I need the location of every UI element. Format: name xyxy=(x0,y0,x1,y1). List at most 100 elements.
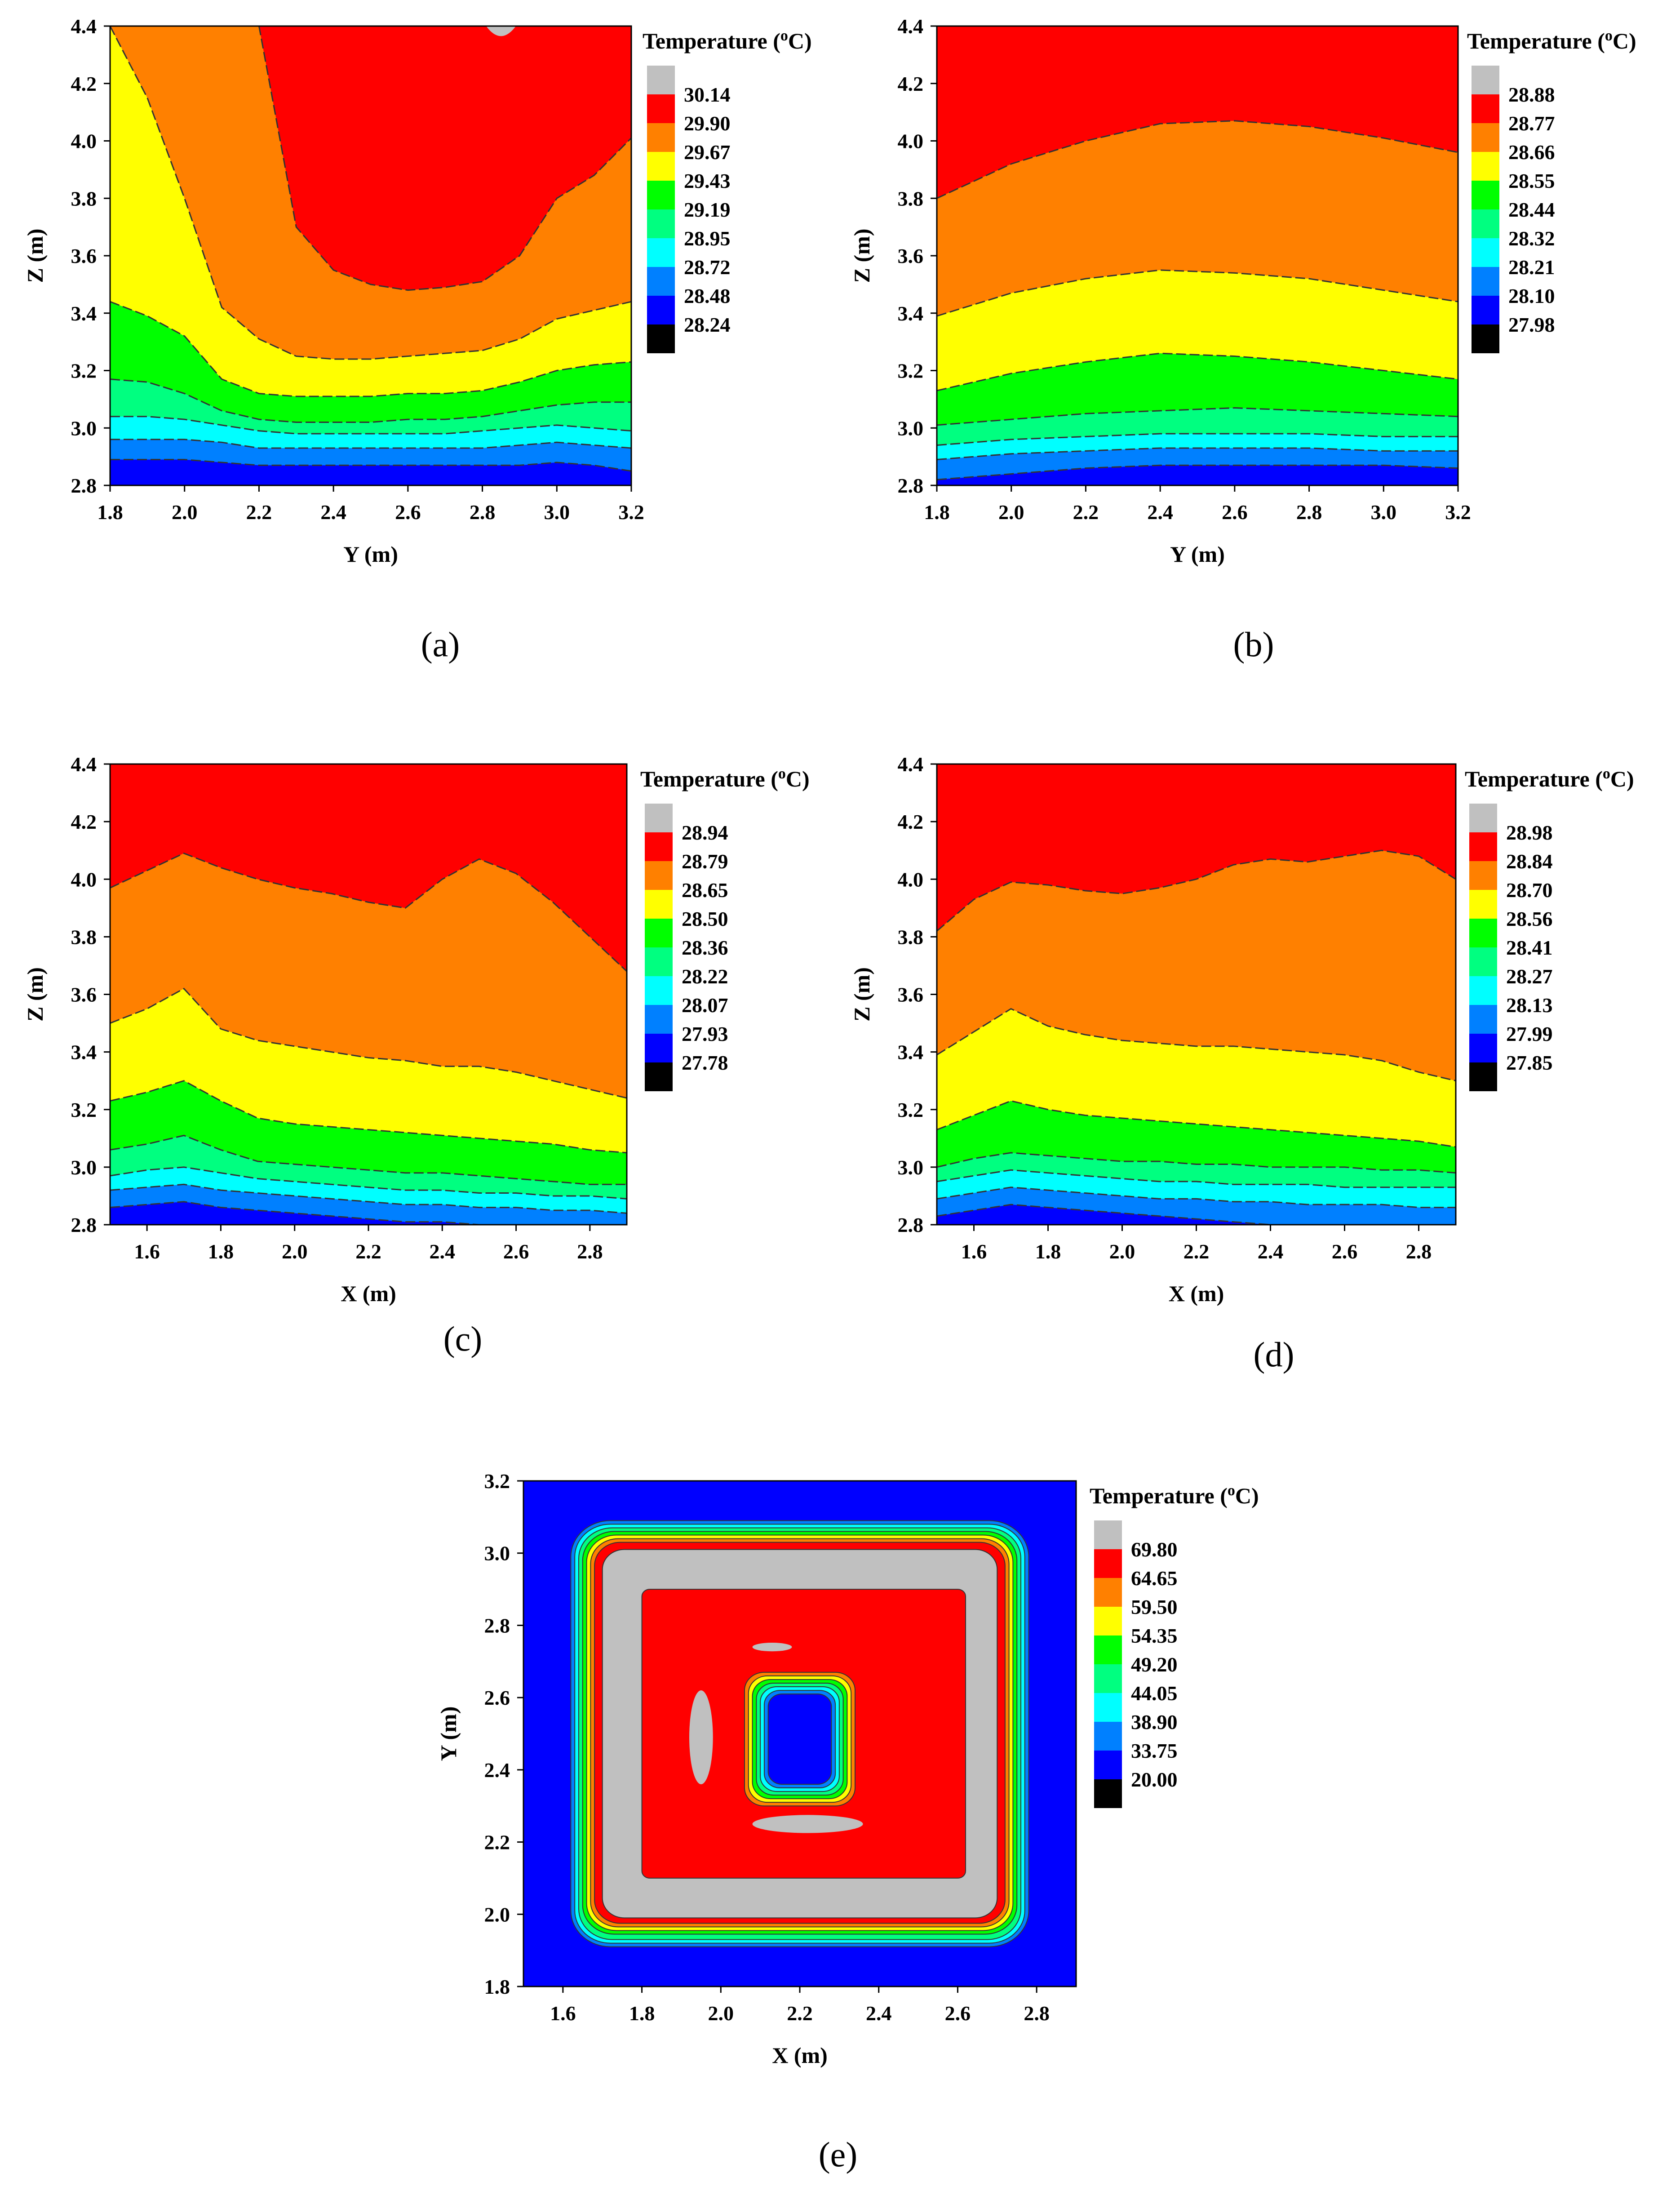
legend-level-label: 59.50 xyxy=(1131,1595,1178,1618)
legend-swatch xyxy=(645,1005,673,1034)
contour-line xyxy=(937,269,1458,317)
y-tick-label: 3.4 xyxy=(898,302,924,325)
legend-level-label: 28.21 xyxy=(1508,256,1555,279)
temperature-ring xyxy=(767,1693,832,1785)
legend-swatch xyxy=(1094,1520,1122,1549)
legend-swatch xyxy=(1469,890,1497,919)
x-axis-label: Y (m) xyxy=(343,542,398,567)
x-tick-label: 1.6 xyxy=(961,1240,987,1263)
legend-level-label: 28.10 xyxy=(1508,284,1555,307)
legend-swatch xyxy=(1472,209,1499,238)
y-tick-label: 4.2 xyxy=(71,810,97,833)
x-axis: 1.8 2.0 2.2 2.4 2.6 2.8 3.0 3.2 xyxy=(97,485,644,524)
contour-line xyxy=(937,1204,1456,1225)
legend-swatch xyxy=(1469,947,1497,976)
panel-caption: (d) xyxy=(1254,1335,1294,1374)
contour-line xyxy=(110,26,631,291)
panel-caption: (c) xyxy=(443,1319,483,1358)
y-tick-label: 4.0 xyxy=(71,130,97,153)
x-tick-label: 2.6 xyxy=(1222,501,1248,524)
y-axis: 2.8 3.0 3.2 3.4 3.6 3.8 4.0 4.2 4.4 xyxy=(898,15,937,497)
legend-level-label: 28.84 xyxy=(1506,850,1553,873)
legend-level-label: 28.66 xyxy=(1508,141,1555,164)
contour-line xyxy=(110,1201,627,1225)
legend-level-label: 29.19 xyxy=(684,198,731,221)
legend-swatch xyxy=(1094,1607,1122,1635)
legend-swatch xyxy=(645,1034,673,1062)
legend-level-label: 28.07 xyxy=(682,994,728,1017)
legend-swatch xyxy=(1094,1664,1122,1693)
contour-line xyxy=(110,1080,627,1154)
plot-area xyxy=(937,764,1456,1225)
y-tick-label: 3.0 xyxy=(71,417,97,440)
contour-line xyxy=(937,120,1458,199)
y-tick-label: 3.4 xyxy=(71,1041,97,1064)
panel-b: 1.8 2.0 2.2 2.4 2.6 2.8 3.0 3.2 2.8 3.0 3.2 3.4 3.6 3… xyxy=(849,15,1636,664)
y-tick-label: 3.6 xyxy=(71,244,97,267)
legend-swatch xyxy=(647,209,675,238)
contour-line xyxy=(937,1169,1456,1188)
legend-swatch xyxy=(1469,832,1497,861)
x-tick-label: 2.0 xyxy=(172,501,198,524)
x-tick-label: 1.8 xyxy=(1035,1240,1061,1263)
legend-level-label: 28.94 xyxy=(682,821,728,844)
legend-level-label: 28.27 xyxy=(1506,965,1553,988)
legend-swatch xyxy=(647,296,675,324)
x-tick-label: 2.0 xyxy=(708,2002,734,2025)
temperature-band xyxy=(110,26,631,290)
legend-level-label: 28.36 xyxy=(682,936,728,959)
y-tick-label: 2.8 xyxy=(484,1614,510,1637)
x-axis-label: X (m) xyxy=(1169,1281,1224,1306)
contour-line xyxy=(110,416,631,435)
x-tick-label: 2.8 xyxy=(1024,2002,1050,2025)
legend-swatch xyxy=(647,66,675,94)
x-tick-label: 3.2 xyxy=(618,501,644,524)
x-tick-label: 1.6 xyxy=(550,2002,576,2025)
y-tick-label: 2.8 xyxy=(898,1213,924,1236)
x-tick-label: 2.8 xyxy=(1296,501,1322,524)
y-tick-label: 3.6 xyxy=(898,983,924,1006)
y-tick-label: 4.2 xyxy=(898,810,924,833)
x-tick-label: 2.6 xyxy=(503,1240,529,1263)
legend: Temperature (oC) 28.88 28.77 28.66 28.55 28.4… xyxy=(1467,27,1636,353)
legend-swatch xyxy=(1094,1549,1122,1578)
legend-swatch xyxy=(1472,181,1499,209)
legend-swatch xyxy=(1469,861,1497,890)
legend-level-label: 64.65 xyxy=(1131,1567,1178,1590)
legend: Temperature (oC) 69.80 64.65 59.50 54.35 49.2… xyxy=(1090,1482,1259,1808)
x-tick-label: 2.0 xyxy=(1109,1240,1135,1263)
y-tick-label: 4.0 xyxy=(71,868,97,891)
contour-line xyxy=(110,1183,627,1214)
legend-level-label: 28.48 xyxy=(684,284,731,307)
x-tick-label: 2.6 xyxy=(1332,1240,1358,1263)
legend-level-label: 28.41 xyxy=(1506,936,1553,959)
x-tick-label: 2.2 xyxy=(787,2002,813,2025)
legend-swatch xyxy=(1469,1034,1497,1062)
legend-swatch xyxy=(645,804,673,832)
y-tick-label: 3.6 xyxy=(898,244,924,267)
x-axis: 1.6 1.8 2.0 2.2 2.4 2.6 2.8 xyxy=(134,1225,603,1263)
legend: Temperature (oC) 28.98 28.84 28.70 28.56 28.4… xyxy=(1465,765,1634,1091)
plot-area xyxy=(937,26,1458,485)
legend-swatch xyxy=(645,976,673,1005)
legend-level-label: 28.77 xyxy=(1508,112,1555,135)
x-axis-label: X (m) xyxy=(341,1281,396,1306)
contour-line xyxy=(110,852,627,972)
legend-level-label: 54.35 xyxy=(1131,1624,1178,1647)
y-tick-label: 2.2 xyxy=(484,1831,510,1854)
temperature-band xyxy=(937,26,1458,199)
y-tick-label: 2.6 xyxy=(484,1686,510,1709)
x-tick-label: 1.6 xyxy=(134,1240,160,1263)
panel-d: 1.6 1.8 2.0 2.2 2.4 2.6 2.8 2.8 3.0 3.2 3.4 3.6 3.8 4… xyxy=(849,753,1634,1374)
y-tick-label: 4.4 xyxy=(71,753,97,776)
legend-level-label: 28.24 xyxy=(684,313,731,336)
legend-level-label: 27.93 xyxy=(682,1022,728,1045)
y-tick-label: 2.0 xyxy=(484,1903,510,1926)
x-tick-label: 2.2 xyxy=(1073,501,1099,524)
y-tick-label: 3.2 xyxy=(484,1470,510,1493)
y-tick-label: 3.8 xyxy=(898,187,924,210)
y-axis-label: Z (m) xyxy=(849,967,874,1022)
legend-swatch xyxy=(645,947,673,976)
x-tick-label: 2.8 xyxy=(577,1240,603,1263)
y-axis: 1.8 2.0 2.2 2.4 2.6 2.8 3.0 3.2 xyxy=(484,1470,523,1998)
